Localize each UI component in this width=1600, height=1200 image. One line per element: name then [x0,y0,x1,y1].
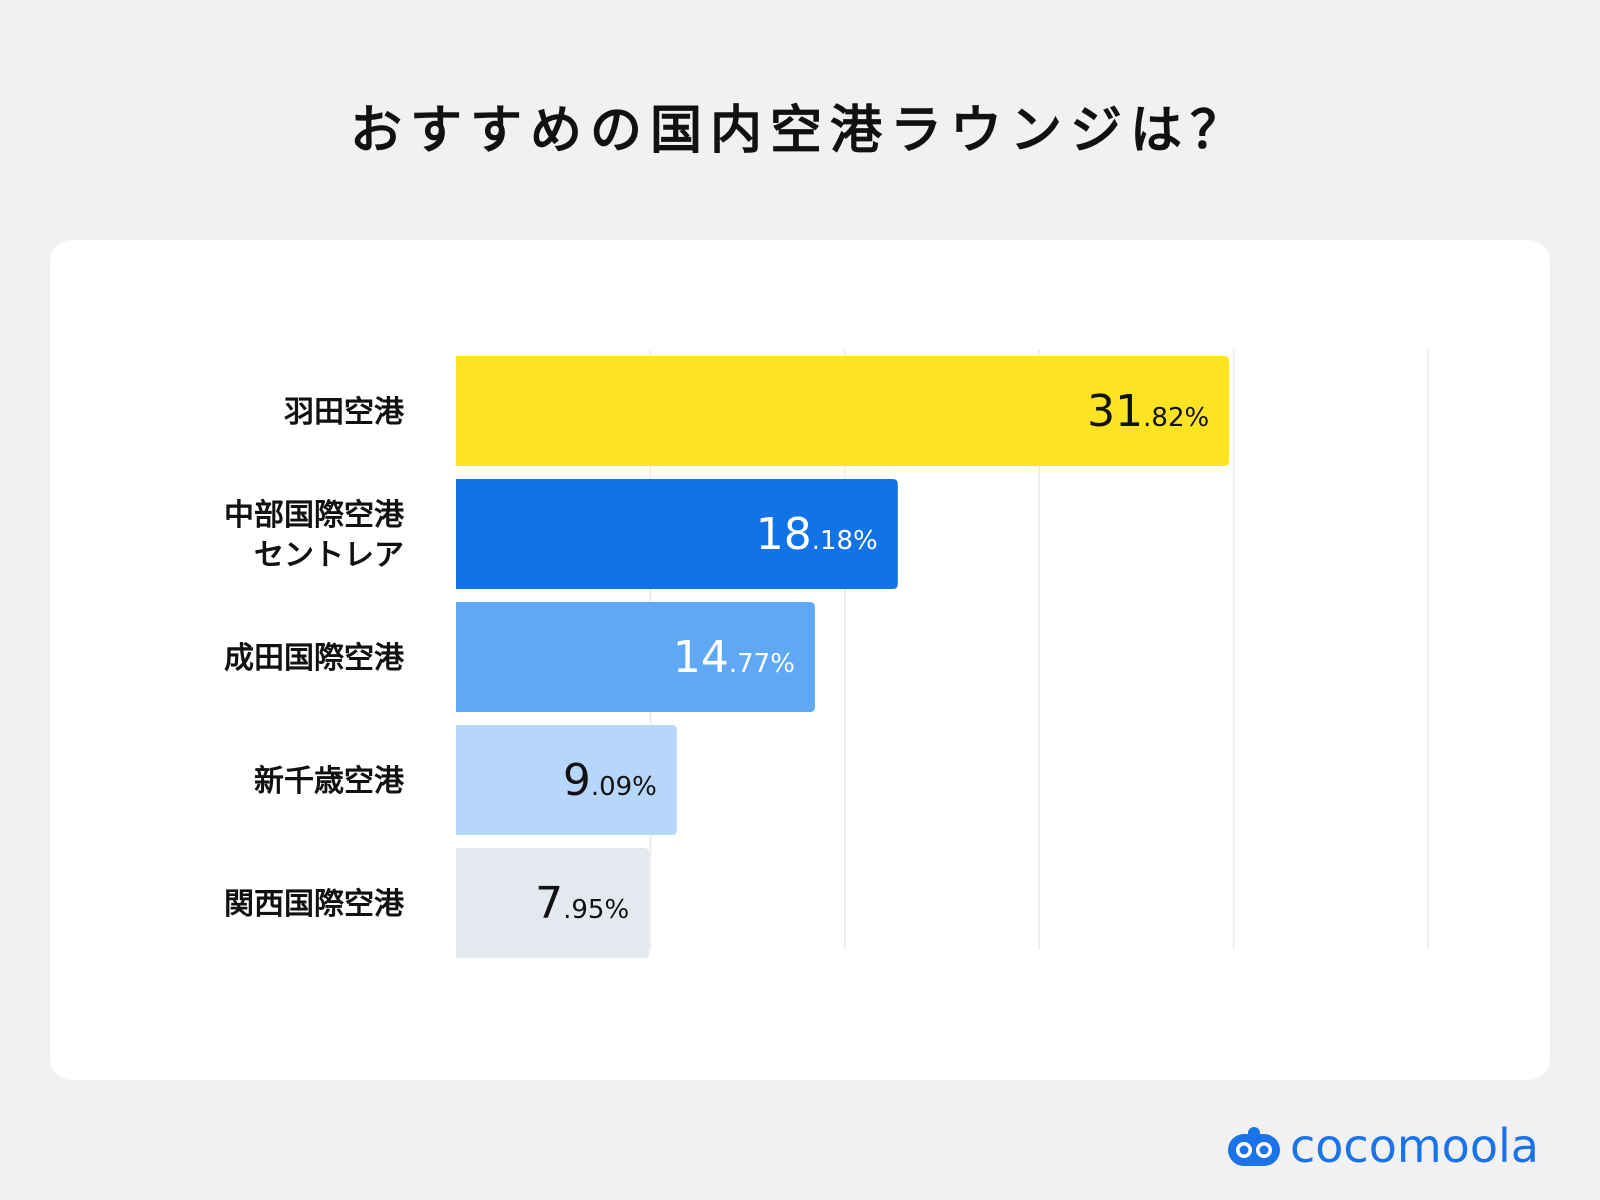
value-label-decimal: .77% [729,649,795,679]
brand-name: cocomoola [1290,1119,1539,1173]
chart-card: 羽田空港 31.82% 中部国際空港セントレア 18.18% 成田国際空港 14.77% 新… [50,240,1550,1080]
value-label-integer: 18 [756,509,812,560]
bar [456,479,898,589]
bar [456,356,1230,466]
bar [456,725,677,835]
bar [456,848,650,958]
brand-logo: cocomoola [1226,1116,1556,1176]
category-label: 羽田空港 [284,395,405,430]
category-label: 新千歳空港 [254,764,405,799]
value-label: 18.18% [756,509,878,560]
category-label: 中部国際空港 [224,498,405,533]
category-label: 関西国際空港 [224,887,405,922]
category-label: セントレア [254,538,404,573]
value-label-decimal: .82% [1143,403,1209,433]
page-title: おすすめの国内空港ラウンジは？ [349,101,1250,161]
value-label-decimal: .95% [563,895,629,925]
value-label: 14.77% [673,632,795,683]
value-label: 31.82% [1087,386,1209,437]
value-label-integer: 7 [535,878,563,929]
value-label-integer: 9 [563,755,591,806]
value-label-decimal: .18% [812,526,878,556]
value-label-decimal: .09% [591,772,657,802]
category-label: 成田国際空港 [224,641,405,676]
cocomoola-logo-icon [1228,1127,1280,1166]
value-label-integer: 31 [1087,386,1143,437]
value-label-integer: 14 [673,632,729,683]
bar [456,602,815,712]
value-label: 7.95% [535,878,629,929]
value-label: 9.09% [563,755,657,806]
